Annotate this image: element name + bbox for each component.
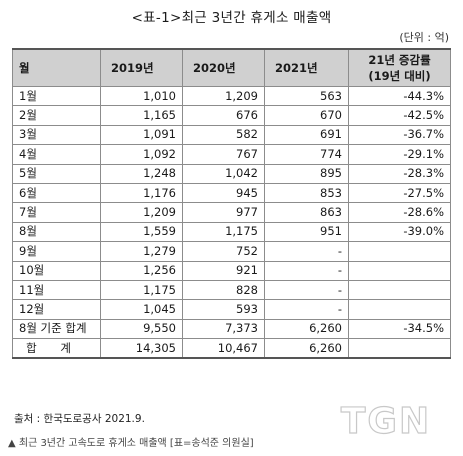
- cell-2021: 951: [264, 221, 349, 243]
- cell-2020: 676: [182, 105, 265, 126]
- cell-change: [348, 241, 451, 262]
- unit-label: (단위 : 억): [399, 31, 449, 44]
- table-row: 10월 1,256 921 -: [12, 260, 451, 281]
- cell-month: 10월: [12, 260, 101, 281]
- cell-2019: 1,091: [100, 124, 183, 146]
- source-note: 출처 : 한국도로공사 2021.9.: [14, 413, 145, 425]
- cell-month: 1월: [12, 85, 101, 107]
- table-row: 1월 1,010 1,209 563 -44.3%: [12, 85, 451, 107]
- cell-month: 8월 기준 합계: [12, 318, 101, 340]
- cell-month: 5월: [12, 163, 101, 184]
- cell-2021: 691: [264, 124, 349, 146]
- cell-2019: 9,550: [100, 318, 183, 340]
- cell-month: 6월: [12, 182, 101, 204]
- cell-2019: 1,092: [100, 144, 183, 165]
- cell-change: -39.0%: [348, 221, 451, 243]
- cell-month: 12월: [12, 299, 101, 320]
- cell-2020: 752: [182, 241, 265, 262]
- cell-month: 3월: [12, 124, 101, 146]
- image-caption: ▲ 최근 3년간 고속도로 휴게소 매출액 [표=송석준 의원실]: [8, 438, 254, 449]
- header-2020: 2020년: [182, 48, 265, 87]
- cell-2019: 1,045: [100, 299, 183, 320]
- cell-month: 8월: [12, 221, 101, 243]
- cell-2019: 1,209: [100, 202, 183, 223]
- cell-2021: 6,260: [264, 338, 349, 360]
- header-row: 월 2019년 2020년 2021년 21년 증감률 (19년 대비): [12, 48, 451, 87]
- cell-2021: 563: [264, 85, 349, 107]
- cell-2019: 1,248: [100, 163, 183, 184]
- cell-2019: 1,175: [100, 279, 183, 301]
- cell-2019: 1,559: [100, 221, 183, 243]
- cell-change: [348, 279, 451, 301]
- cell-change: [348, 260, 451, 281]
- cell-2019: 1,010: [100, 85, 183, 107]
- cell-2019: 1,165: [100, 105, 183, 126]
- cell-2019: 1,176: [100, 182, 183, 204]
- table-row: 9월 1,279 752 -: [12, 241, 451, 262]
- cell-month: 4월: [12, 144, 101, 165]
- cell-2020: 10,467: [182, 338, 265, 360]
- cell-2019: 1,256: [100, 260, 183, 281]
- table-row-total: 합 계 14,305 10,467 6,260: [12, 338, 451, 360]
- header-change: 21년 증감률 (19년 대비): [348, 48, 451, 87]
- table-row: 3월 1,091 582 691 -36.7%: [12, 124, 451, 146]
- cell-2019: 1,279: [100, 241, 183, 262]
- sales-table: 월 2019년 2020년 2021년 21년 증감률 (19년 대비) 1월 …: [12, 48, 451, 360]
- table-title: <표-1>최근 3년간 휴게소 매출액: [131, 10, 332, 26]
- cell-month: 2월: [12, 105, 101, 126]
- header-2021: 2021년: [264, 48, 349, 87]
- cell-2020: 1,209: [182, 85, 265, 107]
- cell-2021: 670: [264, 105, 349, 126]
- cell-2020: 1,175: [182, 221, 265, 243]
- cell-2021: 895: [264, 163, 349, 184]
- watermark-text: TGN: [341, 401, 431, 440]
- cell-total-label: 합 계: [12, 338, 101, 360]
- cell-2020: 1,042: [182, 163, 265, 184]
- cell-2021: 863: [264, 202, 349, 223]
- table-row: 6월 1,176 945 853 -27.5%: [12, 182, 451, 204]
- cell-2021: -: [264, 279, 349, 301]
- header-month: 월: [12, 48, 101, 87]
- header-change-line2: (19년 대비): [368, 69, 431, 83]
- cell-2021: -: [264, 241, 349, 262]
- table-row: 12월 1,045 593 -: [12, 299, 451, 320]
- cell-change: -44.3%: [348, 85, 451, 107]
- cell-month: 9월: [12, 241, 101, 262]
- cell-2019: 14,305: [100, 338, 183, 360]
- table-row: 5월 1,248 1,042 895 -28.3%: [12, 163, 451, 184]
- cell-month: 7월: [12, 202, 101, 223]
- header-2019: 2019년: [100, 48, 183, 87]
- cell-change: -28.6%: [348, 202, 451, 223]
- cell-change: [348, 299, 451, 320]
- cell-2020: 7,373: [182, 318, 265, 340]
- table-row: 7월 1,209 977 863 -28.6%: [12, 202, 451, 223]
- cell-2020: 828: [182, 279, 265, 301]
- tgn-watermark-logo: TGN: [340, 400, 431, 440]
- table-row-aug-subtotal: 8월 기준 합계 9,550 7,373 6,260 -34.5%: [12, 318, 451, 340]
- cell-change: -27.5%: [348, 182, 451, 204]
- table-row: 4월 1,092 767 774 -29.1%: [12, 144, 451, 165]
- cell-2020: 977: [182, 202, 265, 223]
- cell-change: -29.1%: [348, 144, 451, 165]
- cell-2021: 853: [264, 182, 349, 204]
- table-row: 11월 1,175 828 -: [12, 279, 451, 301]
- table-row: 8월 1,559 1,175 951 -39.0%: [12, 221, 451, 243]
- cell-2020: 921: [182, 260, 265, 281]
- table-row: 2월 1,165 676 670 -42.5%: [12, 105, 451, 126]
- cell-2020: 582: [182, 124, 265, 146]
- cell-month: 11월: [12, 279, 101, 301]
- cell-2021: -: [264, 260, 349, 281]
- cell-2021: 774: [264, 144, 349, 165]
- cell-change: -28.3%: [348, 163, 451, 184]
- header-change-line1: 21년 증감률: [368, 53, 431, 67]
- cell-2020: 945: [182, 182, 265, 204]
- cell-2020: 593: [182, 299, 265, 320]
- cell-change: -34.5%: [348, 318, 451, 340]
- cell-2021: -: [264, 299, 349, 320]
- cell-change: [348, 338, 451, 360]
- cell-2021: 6,260: [264, 318, 349, 340]
- cell-2020: 767: [182, 144, 265, 165]
- cell-change: -36.7%: [348, 124, 451, 146]
- cell-change: -42.5%: [348, 105, 451, 126]
